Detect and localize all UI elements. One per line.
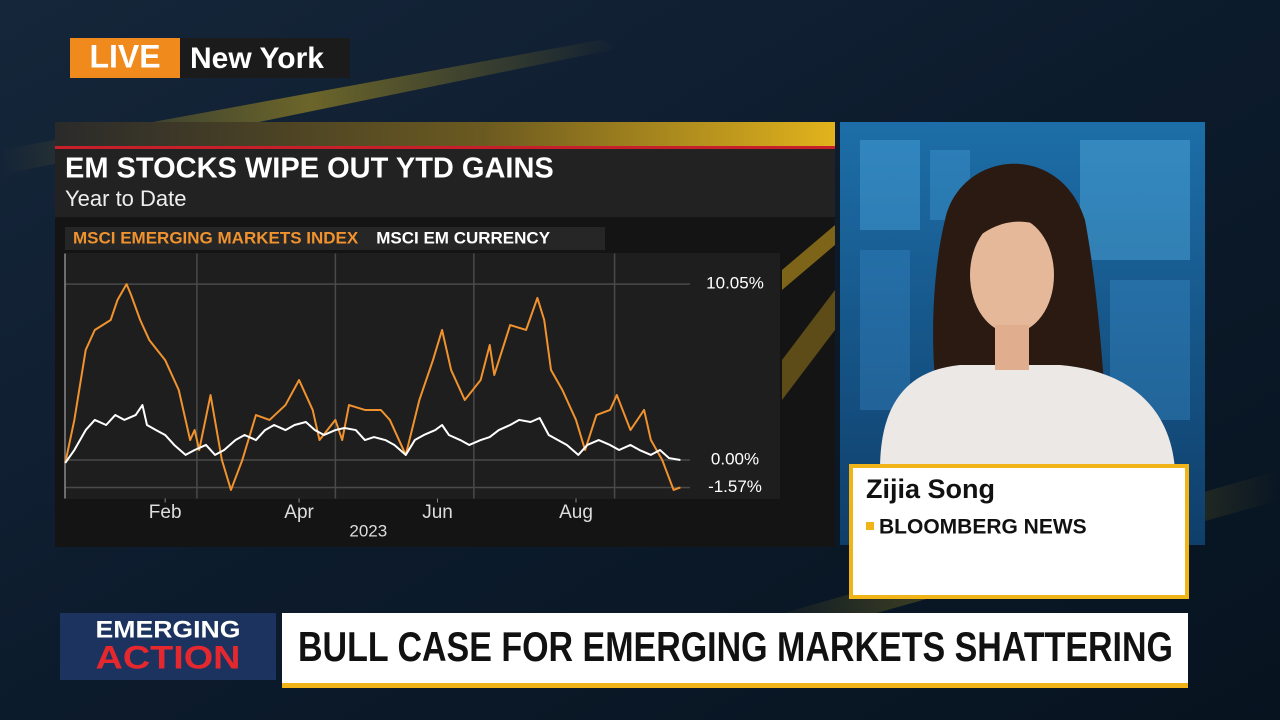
live-badge — [70, 38, 180, 78]
location-label: New York — [190, 42, 324, 75]
series-line — [64, 283, 681, 491]
x-tick-label: Feb — [149, 502, 182, 523]
chart: 10.05% 0.00% -1.57% Feb Apr Jun Aug 2023 MSCI EM… — [64, 228, 764, 540]
presenter-blouse — [880, 365, 1175, 470]
location-badge — [180, 38, 350, 78]
headline-rule — [282, 683, 1188, 688]
panel-rule — [55, 146, 835, 149]
legend-label: MSCI EMERGING MARKETS INDEX — [73, 228, 359, 247]
guest-name: Zijia Song — [866, 474, 995, 504]
segment-badge — [60, 613, 276, 680]
presenter-neck — [995, 325, 1029, 370]
segment-line2: ACTION — [96, 639, 241, 675]
headline-bar — [282, 613, 1188, 683]
panel-accent — [782, 225, 835, 290]
guest-affiliation: BLOOMBERG NEWS — [879, 516, 1087, 539]
x-tick-label: Aug — [559, 502, 593, 523]
x-axis-label: 2023 — [349, 521, 387, 540]
panel-accent — [782, 290, 835, 400]
affiliation-bullet — [866, 522, 874, 530]
chart-subtitle: Year to Date — [65, 186, 187, 211]
chart-title: EM STOCKS WIPE OUT YTD GAINS — [65, 153, 554, 185]
series-line — [64, 404, 681, 464]
x-tick-label: Jun — [422, 502, 453, 523]
headline: BULL CASE FOR EMERGING MARKETS SHATTERIN… — [298, 623, 1173, 670]
y-tick-label: 0.00% — [711, 449, 759, 468]
name-card — [849, 464, 1189, 599]
live-label: LIVE — [89, 38, 160, 74]
legend-bar — [65, 227, 605, 250]
presenter-face — [970, 217, 1054, 333]
x-tick-label: Apr — [284, 502, 314, 523]
presenter-fringe — [958, 199, 1060, 260]
legend-label: MSCI EM CURRENCY — [376, 228, 550, 247]
screen-grid — [860, 140, 1190, 420]
panel-stripe — [55, 122, 835, 147]
y-tick-label: 10.05% — [706, 274, 764, 293]
segment-line1: EMERGING — [96, 616, 241, 643]
title-area — [55, 149, 835, 217]
y-tick-label: -1.57% — [708, 477, 762, 496]
